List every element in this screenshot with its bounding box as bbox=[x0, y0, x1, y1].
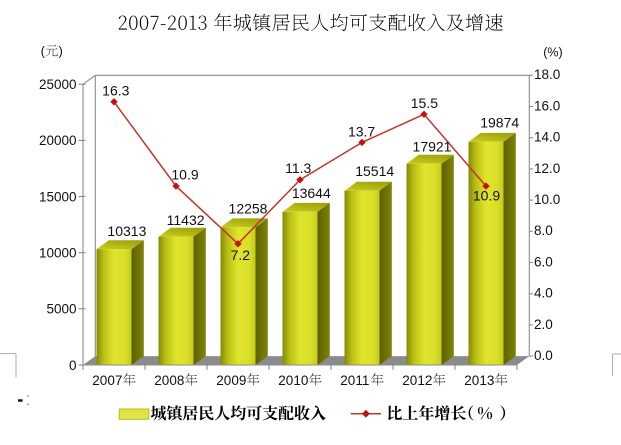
svg-text:2009: 2009 bbox=[216, 373, 246, 388]
svg-text:19874: 19874 bbox=[480, 114, 519, 130]
svg-text:16.3: 16.3 bbox=[102, 82, 129, 98]
svg-text:(%): (%) bbox=[543, 45, 562, 59]
svg-text:0: 0 bbox=[69, 358, 77, 373]
svg-text:13644: 13644 bbox=[292, 185, 331, 201]
svg-text:5000: 5000 bbox=[46, 302, 76, 317]
svg-text:2011: 2011 bbox=[340, 373, 369, 388]
svg-text:6.0: 6.0 bbox=[534, 254, 553, 269]
svg-text:2007: 2007 bbox=[92, 373, 122, 388]
svg-text:15000: 15000 bbox=[39, 189, 77, 204]
svg-text:10.9: 10.9 bbox=[473, 187, 500, 203]
svg-text:14.0: 14.0 bbox=[534, 130, 560, 145]
svg-text:11.3: 11.3 bbox=[285, 160, 311, 176]
svg-text:17921: 17921 bbox=[413, 139, 452, 155]
svg-text:12.0: 12.0 bbox=[534, 161, 560, 176]
svg-text:10.9: 10.9 bbox=[171, 167, 198, 183]
svg-text:15.5: 15.5 bbox=[411, 95, 438, 111]
svg-text:): ) bbox=[59, 44, 63, 59]
svg-text:13.7: 13.7 bbox=[348, 124, 375, 140]
svg-text:2010: 2010 bbox=[278, 373, 308, 388]
svg-text:20000: 20000 bbox=[39, 133, 77, 148]
svg-text:10000: 10000 bbox=[39, 246, 77, 261]
svg-text:11432: 11432 bbox=[167, 212, 205, 228]
svg-text:12258: 12258 bbox=[229, 201, 268, 217]
svg-text:25000: 25000 bbox=[39, 77, 77, 92]
svg-text:2013: 2013 bbox=[464, 373, 494, 388]
svg-text:0.0: 0.0 bbox=[534, 348, 553, 363]
svg-text:15514: 15514 bbox=[355, 163, 394, 179]
svg-text:10.0: 10.0 bbox=[534, 192, 560, 207]
svg-text:2012: 2012 bbox=[402, 373, 432, 388]
svg-text:2008: 2008 bbox=[154, 373, 184, 388]
svg-text:8.0: 8.0 bbox=[534, 223, 553, 238]
svg-text:18.0: 18.0 bbox=[534, 67, 560, 82]
svg-text:(: ( bbox=[41, 44, 46, 59]
svg-text:2.0: 2.0 bbox=[534, 317, 553, 332]
svg-text:4.0: 4.0 bbox=[534, 286, 553, 301]
svg-text:7.2: 7.2 bbox=[231, 247, 251, 263]
svg-text:16.0: 16.0 bbox=[534, 98, 560, 113]
svg-text:10313: 10313 bbox=[107, 223, 146, 239]
